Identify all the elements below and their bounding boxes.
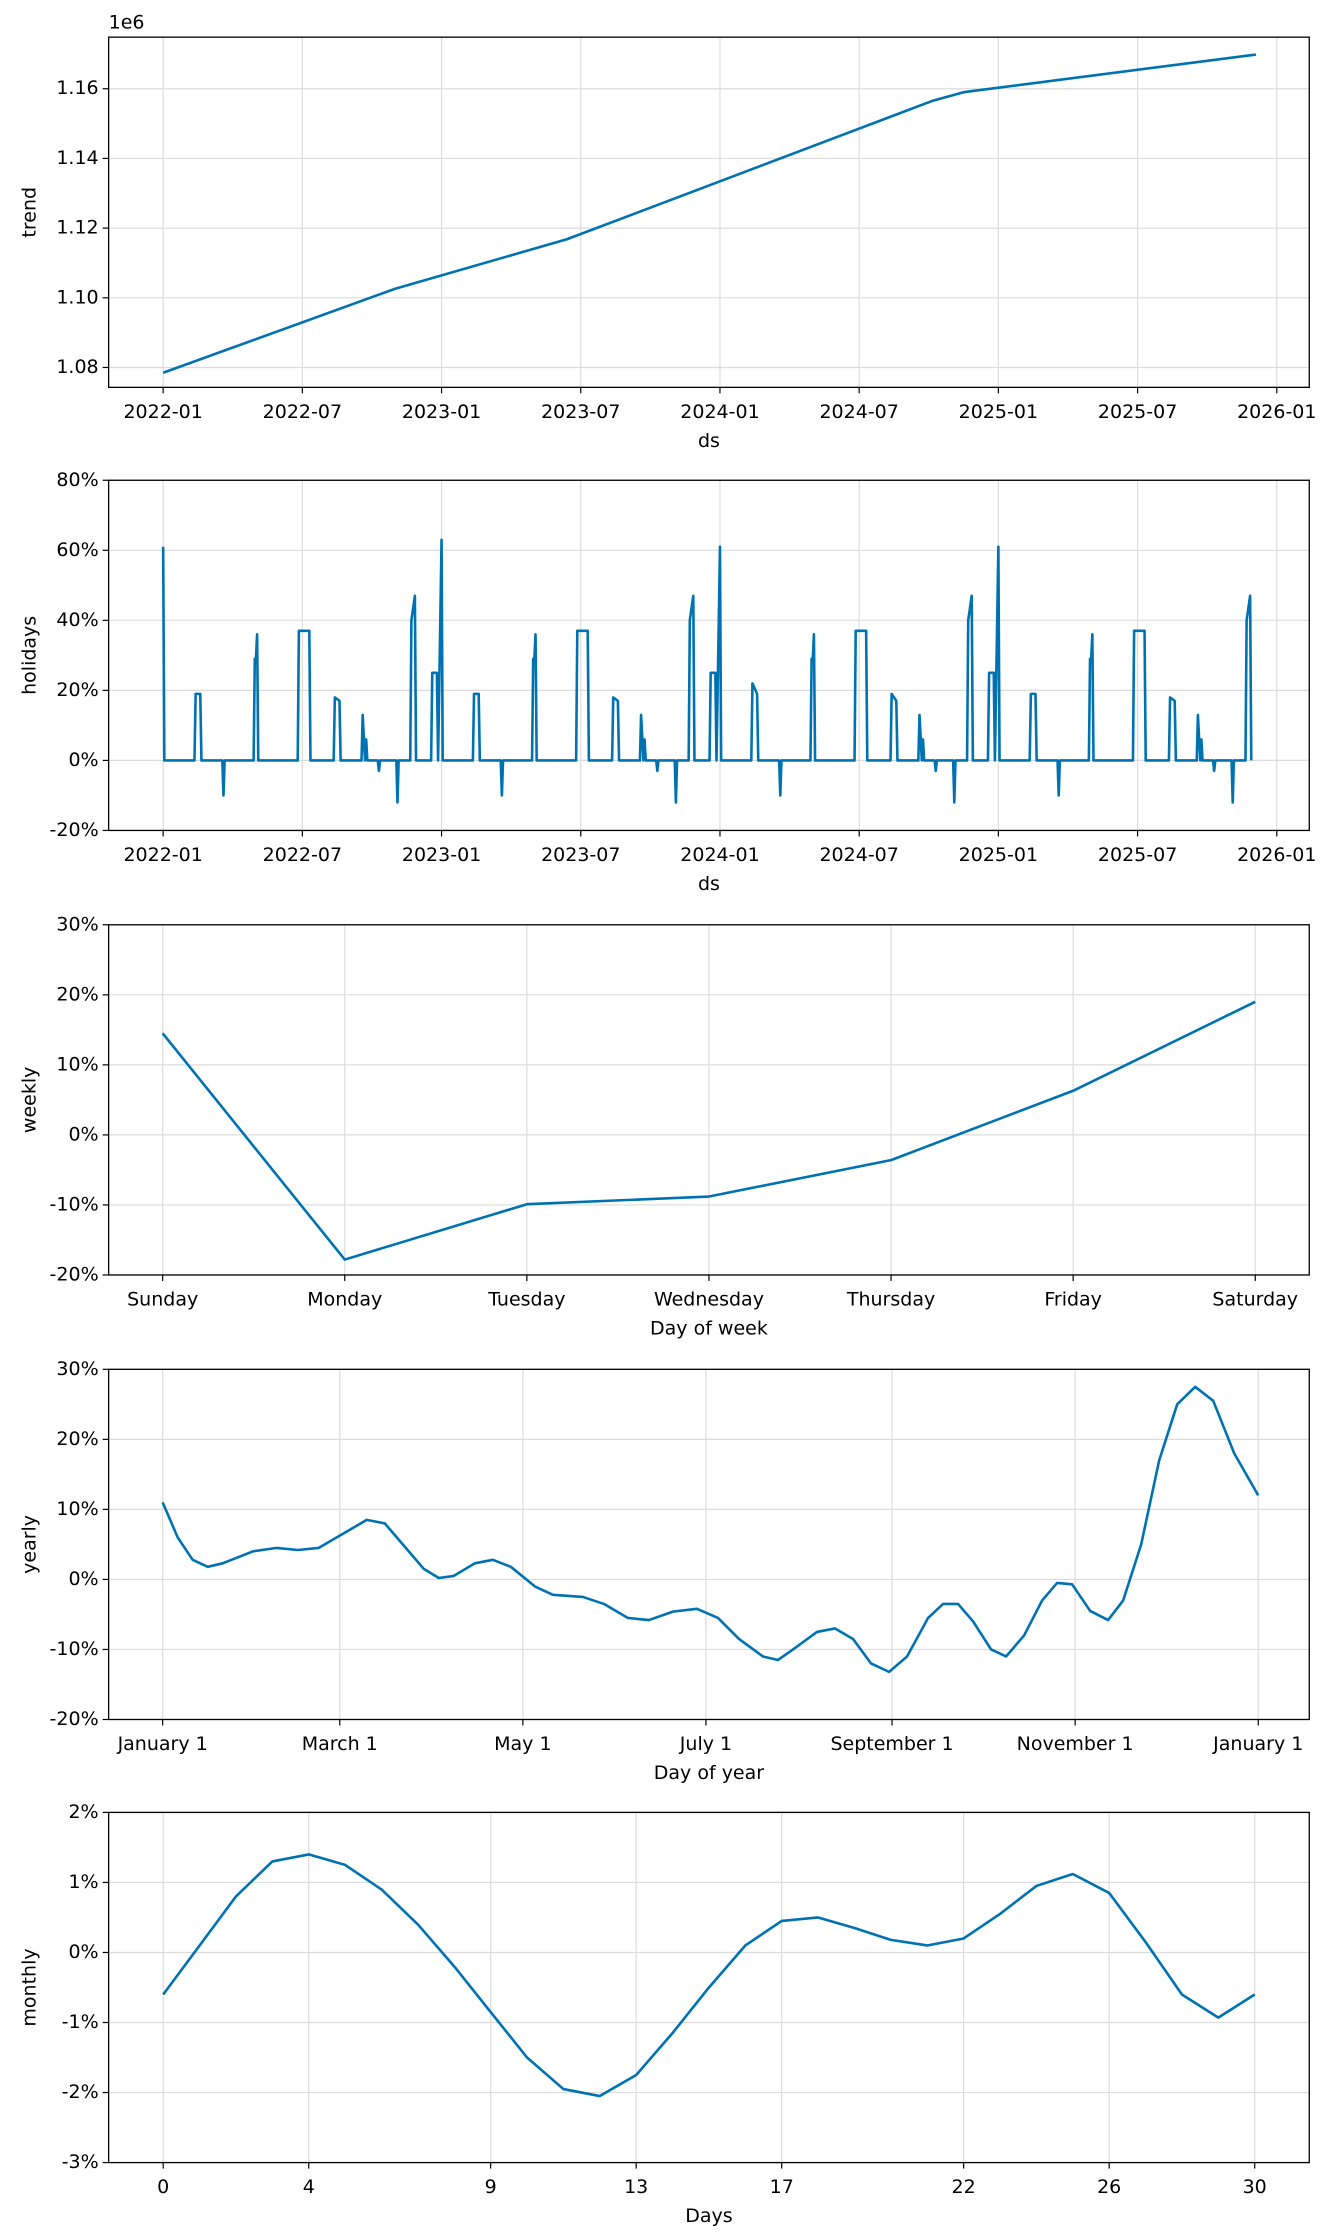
y-tick-label: -3% [62, 2151, 99, 2173]
x-tick-label: 2025-07 [1098, 844, 1177, 866]
y-axis-label: yearly [19, 1515, 41, 1574]
x-tick-label: 9 [485, 2176, 497, 2198]
y-axis-label: monthly [19, 1948, 41, 2026]
axes-frame [107, 1811, 1310, 2164]
x-tick-label: Friday [1044, 1288, 1102, 1310]
x-tick-label: 2023-07 [541, 844, 620, 866]
x-tick-label: 2025-01 [959, 844, 1038, 866]
x-tick-label: March 1 [302, 1733, 378, 1755]
x-axis-label: ds [698, 430, 720, 452]
y-tick-label: 1.08 [56, 356, 98, 378]
y-tick-label: 1% [68, 1871, 98, 1893]
y-tick-label: -1% [62, 2011, 99, 2033]
x-tick-label: 2024-07 [819, 401, 898, 423]
x-axis-label: ds [698, 873, 720, 895]
y-tick-label: 0% [68, 1568, 98, 1590]
series-line [161, 538, 1253, 804]
y-tick-label: 20% [56, 1428, 98, 1450]
y-tick-label: -10% [50, 1193, 99, 1215]
y-tick-label: 10% [56, 1053, 98, 1075]
y-tick-label: 10% [56, 1498, 98, 1520]
y-tick-label: -20% [50, 1263, 99, 1285]
axes-frame [107, 924, 1310, 1276]
x-tick-label: Thursday [846, 1288, 935, 1310]
x-tick-label: 2022-07 [263, 844, 342, 866]
y-tick-label: 30% [56, 1358, 98, 1380]
x-tick-label: Tuesday [487, 1288, 565, 1310]
y-tick-label: 1.10 [56, 286, 98, 308]
series-line [161, 1385, 1260, 1674]
y-tick-label: -2% [62, 2081, 99, 2103]
x-axis-label: Day of year [654, 1762, 764, 1784]
y-tick-label: 1.12 [56, 217, 98, 239]
x-tick-label: 2024-07 [819, 844, 898, 866]
x-tick-label: 13 [624, 2176, 648, 2198]
axes-frame [107, 479, 1310, 832]
x-tick-label: 2022-01 [123, 844, 202, 866]
x-tick-label: Wednesday [654, 1288, 764, 1310]
x-tick-label: 2023-07 [541, 401, 620, 423]
y-tick-label: -10% [50, 1638, 99, 1660]
x-tick-label: Saturday [1212, 1288, 1298, 1310]
y-tick-label: -20% [50, 819, 99, 841]
x-tick-label: 2025-01 [959, 401, 1038, 423]
x-tick-label: November 1 [1017, 1733, 1134, 1755]
y-tick-label: 1.16 [56, 77, 98, 99]
x-tick-label: Monday [307, 1288, 382, 1310]
y-tick-label: 80% [56, 469, 98, 491]
series-line [162, 53, 1257, 374]
y-tick-label: 60% [56, 539, 98, 561]
x-tick-label: 2026-01 [1237, 401, 1316, 423]
x-tick-label: 2023-01 [402, 401, 481, 423]
x-tick-label: 2023-01 [402, 844, 481, 866]
x-tick-label: 17 [770, 2176, 794, 2198]
axes-frame [107, 1368, 1310, 1721]
x-tick-label: 2025-07 [1098, 401, 1177, 423]
axes-frame [107, 36, 1310, 389]
x-tick-label: January 1 [117, 1733, 208, 1755]
y-tick-label: 20% [56, 679, 98, 701]
x-tick-label: September 1 [830, 1733, 953, 1755]
x-axis-label: Days [685, 2205, 732, 2227]
x-tick-label: 2024-01 [680, 844, 759, 866]
x-tick-label: 2022-07 [263, 401, 342, 423]
y-tick-label: 40% [56, 609, 98, 631]
y-tick-label: 1.14 [56, 147, 98, 169]
offset-label: 1e6 [109, 12, 145, 34]
x-tick-label: 30 [1243, 2176, 1267, 2198]
x-tick-label: January 1 [1212, 1733, 1303, 1755]
series-line [162, 1853, 1256, 2098]
y-tick-label: 0% [68, 1941, 98, 1963]
x-tick-label: 2022-01 [123, 401, 202, 423]
x-axis-label: Day of week [650, 1317, 768, 1339]
x-tick-label: 0 [157, 2176, 169, 2198]
y-tick-label: 0% [68, 1123, 98, 1145]
x-tick-label: May 1 [494, 1733, 551, 1755]
y-tick-label: 2% [68, 1801, 98, 1823]
y-tick-label: 20% [56, 983, 98, 1005]
x-tick-label: 2024-01 [680, 401, 759, 423]
x-tick-label: 26 [1097, 2176, 1121, 2198]
x-tick-label: Sunday [127, 1288, 198, 1310]
y-tick-label: -20% [50, 1708, 99, 1730]
y-axis-label: holidays [19, 616, 41, 695]
x-tick-label: 2026-01 [1237, 844, 1316, 866]
x-tick-label: 22 [952, 2176, 976, 2198]
y-tick-label: 30% [56, 913, 98, 935]
x-tick-label: July 1 [679, 1733, 732, 1755]
y-tick-label: 0% [68, 749, 98, 771]
y-axis-label: weekly [19, 1067, 41, 1133]
y-axis-label: trend [19, 187, 41, 238]
x-tick-label: 4 [303, 2176, 315, 2198]
series-line [161, 1000, 1256, 1261]
